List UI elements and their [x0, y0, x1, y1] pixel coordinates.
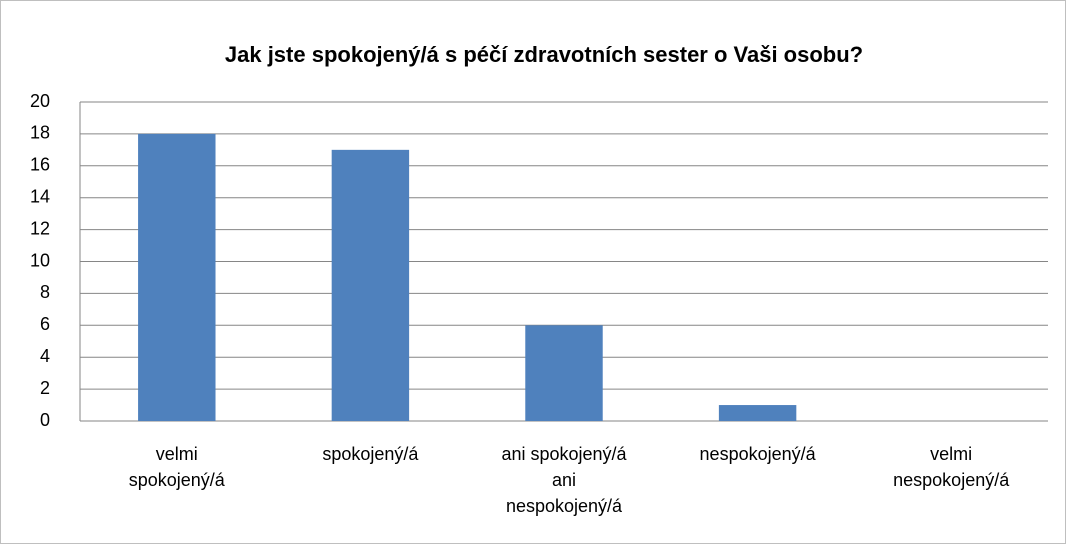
y-tick-label: 4 [40, 346, 50, 366]
bar [525, 325, 603, 421]
chart-title: Jak jste spokojený/á s péčí zdravotních … [225, 42, 863, 67]
y-tick-label: 18 [30, 123, 50, 143]
x-tick-label: velmi spokojený/á [128, 444, 225, 490]
x-tick-label: ani spokojený/á ani nespokojený/á [501, 444, 627, 516]
y-tick-label: 0 [40, 410, 50, 430]
y-tick-label: 14 [30, 186, 50, 206]
y-tick-label: 20 [30, 91, 50, 111]
bar [331, 149, 410, 421]
y-tick-label: 6 [40, 314, 50, 334]
bar [718, 405, 797, 421]
x-tick-label: velmi nespokojený/á [893, 444, 1010, 490]
y-tick-label: 2 [40, 378, 50, 398]
y-tick-label: 8 [40, 282, 50, 302]
y-tick-label: 10 [30, 250, 50, 270]
x-tick-label: spokojený/á [322, 444, 419, 464]
bar [138, 133, 216, 421]
y-tick-label: 16 [30, 155, 50, 175]
y-tick-label: 12 [30, 218, 50, 238]
x-tick-label: nespokojený/á [699, 444, 816, 464]
